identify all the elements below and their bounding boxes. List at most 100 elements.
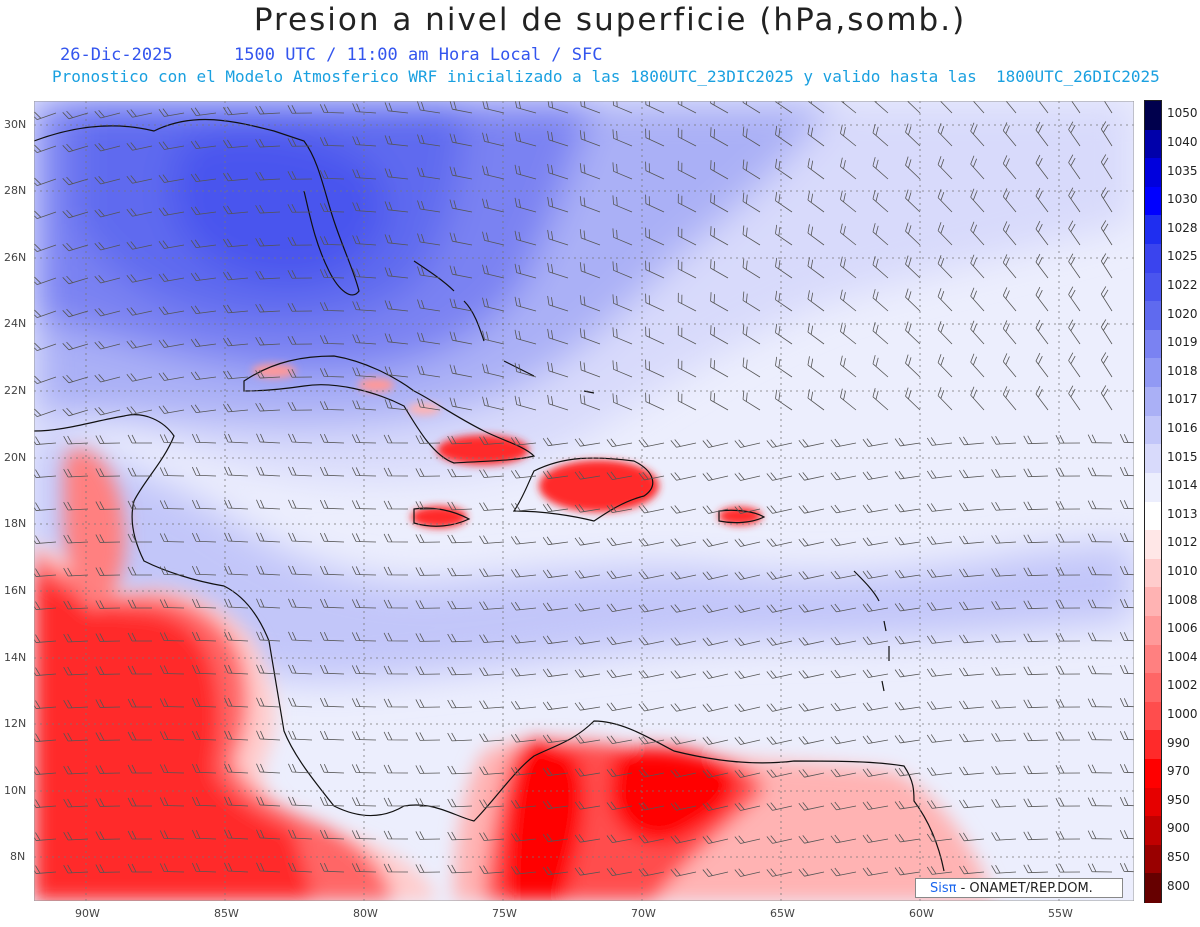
wind-barb [190, 107, 217, 117]
wind-barb [287, 237, 313, 246]
wind-barb [547, 101, 569, 114]
colorbar-label: 990 [1167, 735, 1190, 750]
wind-barb [1087, 467, 1113, 477]
wind-barb [449, 133, 473, 147]
wind-barb [574, 537, 601, 546]
wind-barb [126, 142, 153, 151]
wind-barb [352, 334, 377, 345]
wind-barb [447, 633, 473, 643]
wind-barb [191, 499, 217, 510]
wind-barb [862, 735, 889, 744]
wind-barb [223, 139, 249, 149]
wind-barb [872, 157, 889, 180]
wind-barb [638, 438, 665, 448]
wind-barb [798, 439, 825, 448]
wind-barb [319, 104, 345, 114]
wind-barb [872, 322, 889, 345]
wind-barb [574, 471, 601, 480]
wind-barb [775, 356, 793, 378]
wind-barb [223, 403, 249, 413]
wind-barb [62, 209, 89, 219]
wind-barb [127, 863, 153, 873]
wind-barb [612, 393, 633, 411]
wind-barb [830, 570, 857, 580]
wind-barb [479, 667, 505, 676]
wind-barb [734, 439, 761, 448]
wind-barb [415, 831, 441, 840]
wind-barb [415, 435, 441, 444]
wind-barb [1035, 121, 1049, 147]
wind-barb [775, 101, 793, 114]
wind-barb [319, 203, 345, 213]
wind-barb [579, 229, 601, 246]
wind-barb [775, 125, 793, 147]
colorbar-label: 1017 [1167, 392, 1198, 407]
colorbar-segment [1145, 530, 1161, 560]
wind-barb [319, 368, 345, 378]
wind-barb [34, 667, 57, 676]
wind-barb [256, 763, 281, 774]
wind-barb [34, 502, 57, 511]
wind-barb [479, 568, 505, 577]
wind-barb [224, 796, 249, 807]
wind-barb [766, 835, 793, 844]
wind-barb [34, 469, 57, 478]
wind-barb [840, 355, 857, 378]
wind-barb [34, 375, 57, 384]
wind-barb [383, 698, 409, 708]
wind-barb [255, 237, 281, 247]
wind-barb [34, 309, 57, 318]
wind-barb [158, 108, 185, 117]
wind-barb [479, 502, 505, 511]
wind-barb [579, 328, 601, 345]
wind-barb [351, 797, 377, 807]
wind-barb [872, 223, 889, 246]
wind-barb [677, 358, 697, 378]
colorbar-segment [1145, 272, 1161, 302]
wind-barb [62, 308, 89, 318]
wind-barb [905, 222, 921, 246]
wind-barb [223, 304, 249, 314]
wind-barb [95, 468, 121, 477]
wind-barb [62, 341, 89, 351]
wind-barb [991, 535, 1017, 544]
wind-barb [417, 101, 441, 114]
wind-barb [447, 732, 473, 742]
wind-barb [807, 257, 825, 279]
wind-barb [830, 801, 857, 811]
wind-barb [574, 603, 601, 612]
wind-barb [94, 374, 121, 383]
wind-barb [862, 867, 889, 876]
wind-barb [351, 434, 377, 444]
wind-barb [95, 831, 121, 840]
wind-barb [224, 829, 249, 840]
wind-barb [734, 868, 761, 877]
wind-barb [677, 160, 697, 180]
wind-barb [288, 730, 313, 741]
wind-barb [510, 832, 537, 842]
wind-barb [514, 329, 537, 345]
wind-barb [959, 832, 985, 842]
wind-barb [547, 328, 569, 345]
wind-barb [34, 342, 57, 351]
wind-barb [288, 862, 313, 873]
wind-barb [830, 636, 857, 646]
wind-barb [970, 287, 985, 312]
wind-barb [645, 161, 665, 180]
wind-barb [126, 307, 153, 316]
wind-barb [351, 863, 377, 873]
wind-barb [447, 435, 473, 445]
wind-barb [95, 633, 121, 642]
wind-barb [542, 602, 569, 612]
wind-barb [1119, 599, 1134, 609]
wind-barb [1055, 434, 1081, 444]
wind-barb [734, 802, 761, 811]
wind-barb [1100, 154, 1113, 180]
wind-barb [542, 866, 569, 876]
colorbar-label: 1002 [1167, 678, 1198, 693]
wind-barb [417, 200, 441, 213]
wind-barb [190, 272, 217, 282]
wind-barb [734, 769, 761, 778]
wind-barb [256, 796, 281, 807]
wind-barb [479, 436, 505, 445]
